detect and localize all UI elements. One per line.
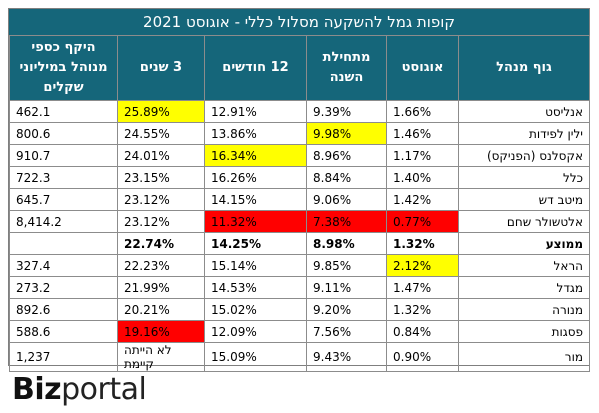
cell-12-months: 16.34% <box>204 144 307 167</box>
table-row: מור 0.90% 9.43% 15.09% לא הייתה קיימת 1,237 <box>9 342 590 372</box>
cell-aum: 722.3 <box>9 166 118 189</box>
cell-aum: 1,237 <box>9 342 118 372</box>
cell-ytd: 9.06% <box>306 188 387 211</box>
cell-12-months: 14.15% <box>204 188 307 211</box>
cell-12-months: 12.91% <box>204 100 307 123</box>
cell-august: 1.32% <box>386 298 459 321</box>
cell-12-months: 13.86% <box>204 122 307 145</box>
cell-manager: ממוצע <box>458 232 590 255</box>
cell-manager: מנורה <box>458 298 590 321</box>
table-row: אקסלנס (הפניקס) 1.17% 8.96% 16.34% 24.01% 910… <box>9 144 590 167</box>
logo-portal: portal <box>61 372 147 407</box>
cell-3-years: 19.16% <box>117 320 205 343</box>
cell-manager: אנליסט <box>458 100 590 123</box>
cell-august: 0.77% <box>386 210 459 233</box>
table-row: פסגות 0.84% 7.56% 12.09% 19.16% 588.6 <box>9 320 590 343</box>
cell-12-months: 16.26% <box>204 166 307 189</box>
cell-3-years: 23.12% <box>117 210 205 233</box>
cell-3-years: 24.01% <box>117 144 205 167</box>
cell-aum <box>9 232 118 255</box>
cell-3-years: 23.12% <box>117 188 205 211</box>
cell-manager: אלטשולר שחם <box>458 210 590 233</box>
cell-3-years: 24.55% <box>117 122 205 145</box>
cell-aum: 462.1 <box>9 100 118 123</box>
cell-august: 0.90% <box>386 342 459 372</box>
cell-3-years: לא הייתה קיימת <box>117 342 205 372</box>
cell-manager: כלל <box>458 166 590 189</box>
cell-ytd: 7.38% <box>306 210 387 233</box>
cell-manager: פסגות <box>458 320 590 343</box>
cell-12-months: 15.09% <box>204 342 307 372</box>
cell-aum: 892.6 <box>9 298 118 321</box>
cell-ytd: 7.56% <box>306 320 387 343</box>
bizportal-logo: Bizportal <box>12 372 147 408</box>
cell-3-years: 20.21% <box>117 298 205 321</box>
cell-12-months: 12.09% <box>204 320 307 343</box>
cell-3-years: 25.89% <box>117 100 205 123</box>
chart-title: קופות גמל להשקעה מסלול כללי - אוגוסט 202… <box>9 9 589 35</box>
header-ytd: מתחילת השנה <box>306 35 387 101</box>
cell-ytd: 8.84% <box>306 166 387 189</box>
cell-august: 1.40% <box>386 166 459 189</box>
table-row: מיטב דש 1.42% 9.06% 14.15% 23.12% 645.7 <box>9 188 590 211</box>
table-row: ילין לפידות 1.46% 9.98% 13.86% 24.55% 800.6 <box>9 122 590 145</box>
cell-12-months: 15.14% <box>204 254 307 277</box>
header-aum: היקף כספי מנוהל במיליוני שקלים <box>9 35 118 101</box>
cell-12-months: 14.25% <box>204 232 307 255</box>
cell-august: 1.32% <box>386 232 459 255</box>
cell-3-years: 22.74% <box>117 232 205 255</box>
table-body: אנליסט 1.66% 9.39% 12.91% 25.89% 462.1 ילין לפ… <box>9 100 590 372</box>
cell-12-months: 14.53% <box>204 276 307 299</box>
cell-ytd: 8.98% <box>306 232 387 255</box>
cell-aum: 588.6 <box>9 320 118 343</box>
logo-biz: Biz <box>12 372 62 407</box>
header-august: אוגוסט <box>386 35 459 101</box>
table-row: כלל 1.40% 8.84% 16.26% 23.15% 722.3 <box>9 166 590 189</box>
table-row: מגדל 1.47% 9.11% 14.53% 21.99% 273.2 <box>9 276 590 299</box>
cell-manager: אקסלנס (הפניקס) <box>458 144 590 167</box>
cell-12-months: 11.32% <box>204 210 307 233</box>
table-row: ממוצע 1.32% 8.98% 14.25% 22.74% <box>9 232 590 255</box>
cell-aum: 327.4 <box>9 254 118 277</box>
table-row: מנורה 1.32% 9.20% 15.02% 20.21% 892.6 <box>9 298 590 321</box>
cell-12-months: 15.02% <box>204 298 307 321</box>
cell-3-years: 23.15% <box>117 166 205 189</box>
cell-ytd: 9.85% <box>306 254 387 277</box>
cell-manager: ילין לפידות <box>458 122 590 145</box>
cell-aum: 8,414.2 <box>9 210 118 233</box>
cell-ytd: 9.98% <box>306 122 387 145</box>
cell-aum: 800.6 <box>9 122 118 145</box>
cell-ytd: 9.20% <box>306 298 387 321</box>
table-row: הראל 2.12% 9.85% 15.14% 22.23% 327.4 <box>9 254 590 277</box>
cell-3-years: 22.23% <box>117 254 205 277</box>
cell-august: 1.66% <box>386 100 459 123</box>
cell-august: 0.84% <box>386 320 459 343</box>
cell-aum: 645.7 <box>9 188 118 211</box>
cell-manager: מגדל <box>458 276 590 299</box>
header-3-years: 3 שנים <box>117 35 205 101</box>
header-12-months: 12 חודשים <box>204 35 307 101</box>
returns-table: גוף מנהל אוגוסט מתחילת השנה 12 חודשים 3 … <box>9 35 590 372</box>
cell-august: 2.12% <box>386 254 459 277</box>
cell-manager: מיטב דש <box>458 188 590 211</box>
table-row: אנליסט 1.66% 9.39% 12.91% 25.89% 462.1 <box>9 100 590 123</box>
cell-aum: 910.7 <box>9 144 118 167</box>
cell-ytd: 8.96% <box>306 144 387 167</box>
table-row: אלטשולר שחם 0.77% 7.38% 11.32% 23.12% 8,414.2 <box>9 210 590 233</box>
cell-august: 1.46% <box>386 122 459 145</box>
cell-manager: הראל <box>458 254 590 277</box>
header-row: גוף מנהל אוגוסט מתחילת השנה 12 חודשים 3 … <box>9 35 590 101</box>
cell-manager: מור <box>458 342 590 372</box>
cell-aum: 273.2 <box>9 276 118 299</box>
cell-august: 1.47% <box>386 276 459 299</box>
cell-3-years: 21.99% <box>117 276 205 299</box>
cell-august: 1.42% <box>386 188 459 211</box>
cell-ytd: 9.43% <box>306 342 387 372</box>
cell-august: 1.17% <box>386 144 459 167</box>
cell-ytd: 9.39% <box>306 100 387 123</box>
header-manager: גוף מנהל <box>458 35 590 101</box>
cell-ytd: 9.11% <box>306 276 387 299</box>
